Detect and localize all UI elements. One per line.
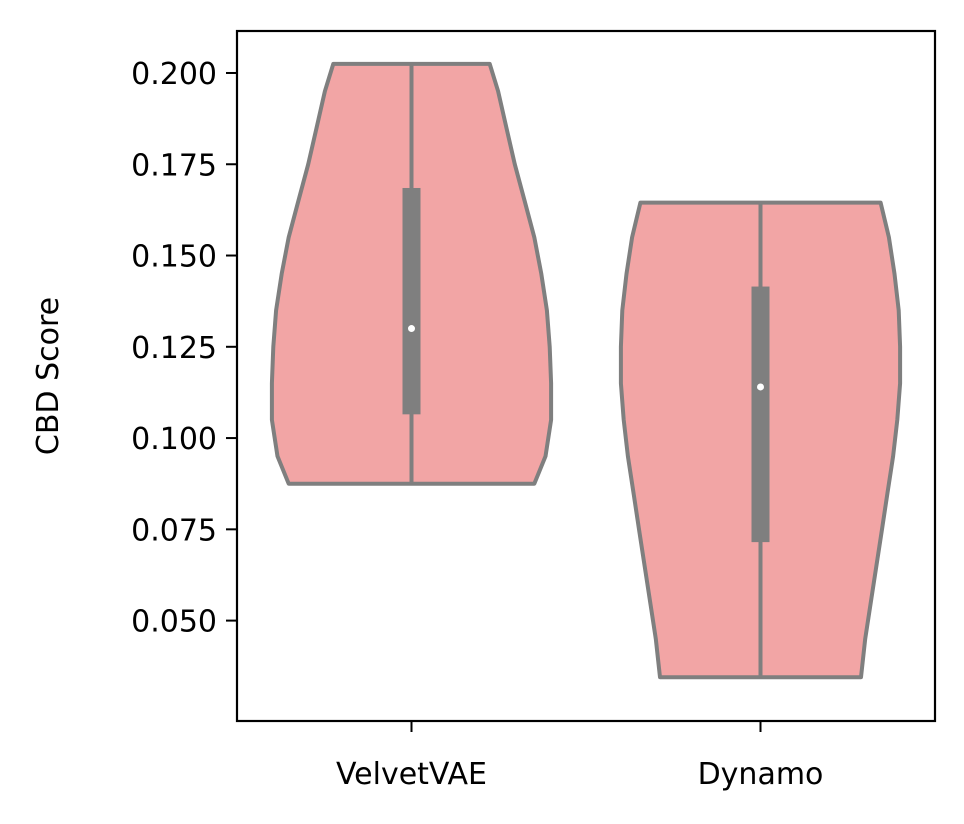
y-tick-label: 0.125: [131, 331, 217, 366]
violin-median-dot-dynamo: [757, 383, 764, 391]
y-tick-label: 0.200: [131, 57, 217, 92]
y-tick-label: 0.150: [131, 240, 217, 275]
ticks-layer: 0.050 0.075 0.100 0.125 0.150 0.175 0.200 Velve…: [131, 57, 823, 792]
y-tick-label: 0.075: [131, 513, 217, 548]
x-tick-label: Dynamo: [698, 757, 824, 792]
y-tick-label: 0.050: [131, 605, 217, 640]
y-tick-label: 0.175: [131, 148, 217, 183]
violin-iqr-box-velvetvae: [402, 187, 421, 415]
violins-layer: [269, 61, 903, 680]
y-axis-label: CBD Score: [31, 297, 66, 455]
y-tick-label: 0.100: [131, 422, 217, 457]
x-tick-label: VelvetVAE: [336, 757, 487, 792]
violin-iqr-box-dynamo: [751, 286, 770, 543]
plot-frame: [235, 29, 937, 723]
violin-median-dot-velvetvae: [408, 325, 415, 333]
